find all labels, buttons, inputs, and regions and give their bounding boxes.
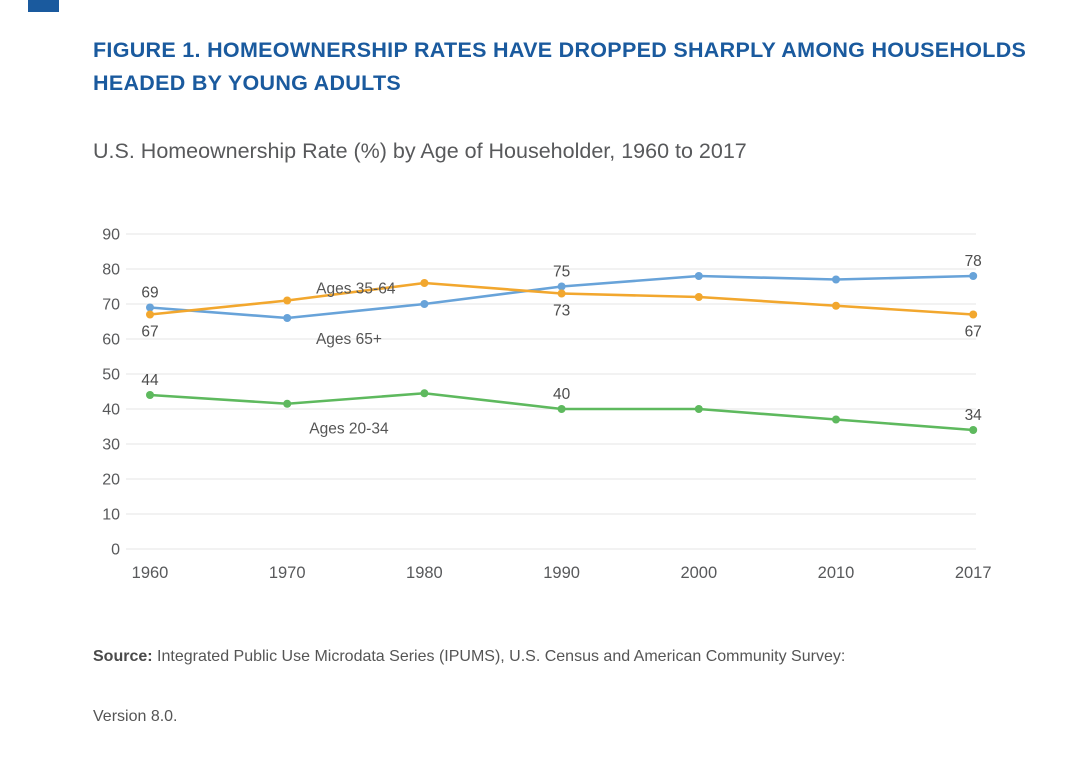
data-point-label: 78 — [965, 253, 982, 270]
data-point — [969, 310, 978, 319]
y-tick-label: 50 — [102, 367, 120, 384]
y-tick-label: 20 — [102, 472, 120, 489]
data-point-label: 69 — [141, 285, 158, 302]
data-point — [832, 275, 840, 284]
data-point — [283, 314, 292, 322]
y-tick-label: 30 — [102, 437, 120, 454]
x-tick-label: 1980 — [406, 564, 443, 582]
source-label: Source: — [93, 648, 153, 665]
data-point — [694, 272, 703, 280]
data-point — [420, 300, 429, 308]
data-point — [557, 282, 566, 291]
data-point-label: 67 — [141, 324, 158, 341]
y-tick-label: 70 — [102, 297, 120, 314]
series-label: Ages 35-64 — [316, 280, 396, 297]
data-point — [283, 399, 292, 408]
data-point-label: 73 — [553, 303, 570, 320]
y-tick-label: 40 — [102, 402, 120, 419]
data-point-label: 34 — [965, 407, 983, 424]
page-corner-accent — [28, 0, 59, 12]
x-tick-label: 2000 — [680, 564, 717, 582]
source-note: Source: Integrated Public Use Microdata … — [93, 648, 993, 666]
source-version: Version 8.0. — [93, 708, 178, 725]
data-point — [146, 391, 154, 399]
data-point-label: 67 — [965, 324, 982, 341]
data-point — [694, 293, 703, 301]
data-point — [832, 301, 840, 310]
data-point — [420, 389, 429, 398]
figure-title: FIGURE 1. HOMEOWNERSHIP RATES HAVE DROPP… — [93, 38, 1027, 95]
data-point — [557, 405, 566, 413]
data-point — [146, 310, 154, 319]
x-tick-label: 1990 — [543, 564, 580, 582]
homeownership-line-chart: 0 10 20 30 40 50 60 70 80 90 1960 1970 1980 1990 2000 2… — [88, 220, 993, 592]
x-tick-label: 1960 — [132, 564, 169, 582]
data-point — [969, 426, 978, 434]
data-point — [832, 415, 840, 424]
data-point — [420, 279, 429, 287]
x-tick-label: 2017 — [955, 564, 992, 582]
series-label: Ages 65+ — [316, 331, 382, 348]
y-tick-label: 60 — [102, 332, 120, 349]
data-point — [146, 303, 154, 312]
y-tick-label: 80 — [102, 262, 120, 279]
data-point — [557, 289, 566, 298]
y-tick-label: 10 — [102, 507, 120, 524]
y-tick-label: 90 — [102, 227, 120, 244]
source-text: Integrated Public Use Microdata Series (… — [157, 648, 846, 665]
data-point-label: 44 — [141, 372, 159, 389]
chart-canvas: 0 10 20 30 40 50 60 70 80 90 1960 1970 1980 1990 2000 2… — [102, 227, 992, 583]
data-point-label: 40 — [553, 386, 571, 403]
data-point — [969, 272, 978, 280]
x-tick-label: 1970 — [269, 564, 306, 582]
x-tick-label: 2010 — [818, 564, 855, 582]
data-point — [283, 296, 292, 305]
chart-subtitle: U.S. Homeownership Rate (%) by Age of Ho… — [93, 139, 747, 163]
data-point — [694, 405, 703, 413]
y-tick-label: 0 — [111, 542, 120, 559]
series-label: Ages 20-34 — [309, 420, 389, 437]
data-point-label: 75 — [553, 264, 570, 281]
